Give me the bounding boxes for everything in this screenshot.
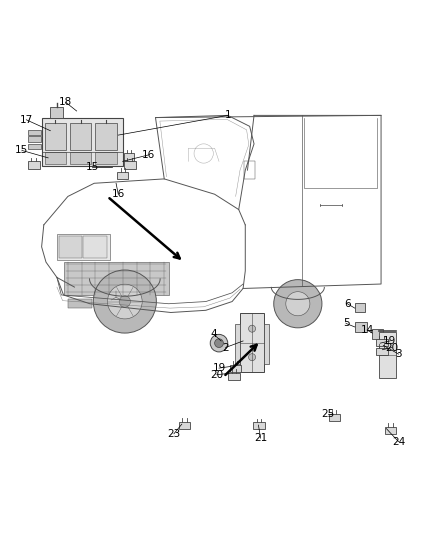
Bar — [95, 152, 117, 165]
Bar — [379, 332, 396, 378]
Bar — [28, 130, 41, 135]
Text: 18: 18 — [59, 97, 72, 107]
Circle shape — [286, 292, 310, 316]
Bar — [179, 422, 190, 429]
Text: 20: 20 — [385, 343, 399, 352]
Bar — [228, 373, 240, 380]
Bar — [28, 161, 40, 169]
Bar — [42, 118, 123, 166]
Text: 6: 6 — [344, 298, 351, 309]
Bar — [28, 136, 41, 142]
Bar — [385, 427, 396, 434]
Bar — [328, 414, 340, 421]
Bar — [230, 365, 241, 372]
Bar — [124, 154, 134, 160]
Text: 20: 20 — [210, 370, 223, 379]
Bar — [376, 348, 388, 355]
Text: 19: 19 — [383, 336, 396, 346]
Bar — [355, 303, 365, 312]
Text: 21: 21 — [254, 433, 267, 443]
FancyBboxPatch shape — [64, 262, 169, 295]
Text: 24: 24 — [392, 437, 405, 447]
Bar — [95, 123, 117, 150]
Bar — [244, 161, 255, 179]
Text: 23: 23 — [167, 429, 180, 439]
Circle shape — [107, 284, 142, 319]
Bar — [253, 423, 265, 430]
Circle shape — [119, 296, 131, 307]
Text: 19: 19 — [212, 363, 226, 373]
Text: 15: 15 — [15, 146, 28, 156]
Bar — [355, 322, 367, 332]
Bar — [264, 324, 269, 364]
Circle shape — [210, 334, 228, 352]
Text: 2: 2 — [222, 343, 229, 352]
Bar — [240, 313, 264, 373]
Bar — [59, 236, 82, 258]
Text: 17: 17 — [20, 115, 33, 125]
Bar — [70, 123, 91, 150]
Bar — [83, 236, 107, 258]
Text: 14: 14 — [360, 325, 374, 335]
Bar — [45, 152, 66, 165]
Circle shape — [249, 325, 256, 332]
Bar — [124, 161, 136, 169]
Text: 3: 3 — [395, 349, 402, 359]
Bar — [28, 144, 41, 149]
Bar — [376, 339, 388, 346]
Bar — [70, 152, 91, 165]
Circle shape — [93, 270, 156, 333]
Text: 15: 15 — [85, 161, 99, 172]
Text: 25: 25 — [321, 409, 334, 419]
Bar — [117, 172, 128, 179]
Bar — [235, 324, 240, 364]
Bar — [68, 300, 92, 308]
Bar — [50, 107, 63, 118]
Circle shape — [274, 280, 322, 328]
Text: 16: 16 — [112, 189, 125, 199]
Bar — [45, 123, 66, 150]
Circle shape — [215, 339, 223, 348]
Bar — [57, 233, 110, 260]
Circle shape — [249, 354, 256, 361]
Circle shape — [108, 289, 124, 305]
Text: 4: 4 — [210, 329, 217, 340]
Text: 1: 1 — [224, 110, 231, 120]
Text: 16: 16 — [142, 150, 155, 160]
Bar — [372, 329, 383, 339]
Text: 5: 5 — [343, 318, 350, 328]
